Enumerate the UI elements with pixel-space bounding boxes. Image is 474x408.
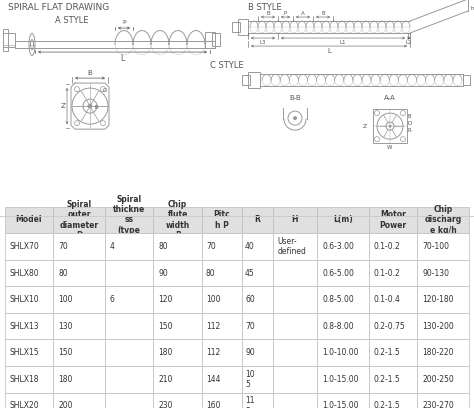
Bar: [248, 72, 260, 88]
Polygon shape: [71, 83, 109, 129]
Text: L: L: [120, 54, 124, 63]
Text: R: R: [408, 128, 412, 133]
Text: P: P: [122, 20, 126, 25]
Text: B: B: [88, 70, 92, 76]
Text: O: O: [103, 88, 107, 93]
Bar: [463, 75, 470, 85]
Bar: [232, 22, 240, 32]
Text: L: L: [327, 48, 331, 54]
Circle shape: [389, 124, 392, 128]
Text: A STYLE: A STYLE: [55, 16, 89, 25]
Bar: [212, 33, 220, 46]
Text: D: D: [408, 121, 412, 126]
Text: C STYLE: C STYLE: [210, 61, 244, 70]
Text: Z: Z: [363, 124, 367, 129]
Bar: [205, 32, 215, 48]
Text: Z: Z: [61, 103, 65, 109]
Bar: [238, 19, 248, 35]
Bar: [3, 29, 8, 51]
Text: L3: L3: [260, 40, 266, 45]
Text: B-B: B-B: [289, 95, 301, 101]
Text: A: A: [301, 11, 305, 16]
Text: A-A: A-A: [384, 95, 396, 101]
Text: P: P: [283, 11, 287, 16]
Bar: [373, 109, 407, 143]
Text: R: R: [95, 105, 99, 110]
Text: B: B: [408, 114, 411, 119]
Bar: [3, 33, 15, 47]
Text: B: B: [321, 11, 325, 16]
Bar: [242, 75, 250, 85]
Text: B: B: [266, 11, 270, 16]
Text: SPIRAL FLAT DRAWING: SPIRAL FLAT DRAWING: [8, 3, 109, 12]
Circle shape: [293, 116, 297, 120]
Circle shape: [88, 104, 92, 108]
Text: L2: L2: [406, 40, 412, 45]
Text: h: h: [471, 6, 474, 11]
Text: L1: L1: [340, 40, 346, 45]
Text: W: W: [387, 145, 392, 150]
Text: B STYLE: B STYLE: [248, 3, 282, 12]
